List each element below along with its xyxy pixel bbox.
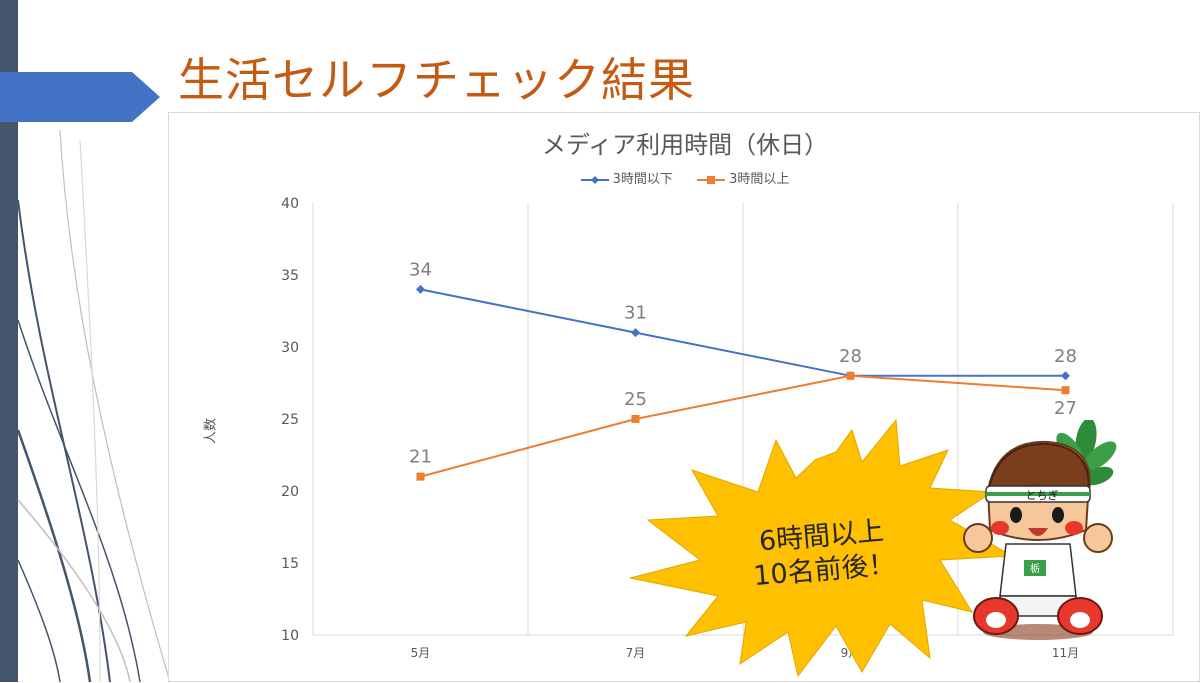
data-label: 28 [839,346,862,367]
series-2-point [631,415,640,423]
y-tick-label: 30 [281,340,299,356]
chart-title: メディア利用時間（休日） [541,131,829,159]
x-tick-label: 11月 [1052,646,1079,660]
legend-item-series-2: 3時間以上 [697,168,789,187]
series-2-point [416,472,425,481]
series-2-point [1061,386,1070,395]
series-2-point [846,371,855,380]
slide-title: 生活セルフチェック結果 [178,53,695,107]
title-arrow-tab [0,72,160,122]
x-tick-label: 7月 [626,646,646,660]
legend-swatch-blue-line [580,175,609,184]
series-1-point [1061,371,1070,381]
y-tick-label: 40 [281,196,299,212]
data-label: 31 [624,303,647,324]
series-1-point [631,328,640,338]
series-line-2 [420,374,1066,478]
chart-legend: 3時間以下 3時間以上 [169,168,1200,187]
x-tick-label: 5月 [411,646,431,660]
y-tick-label: 35 [281,268,299,284]
legend-label-series-1: 3時間以下 [612,172,673,187]
series-line-1 [420,288,1066,377]
mascot-badge-text: 栃 [1030,562,1040,575]
y-tick-label: 15 [281,556,299,572]
decorative-curves [16,129,171,682]
data-label: 27 [1054,398,1077,419]
mascot-character-icon: とちぎ 栃 [963,420,1117,640]
data-label: 25 [624,389,647,410]
left-accent-bar [0,0,18,682]
y-tick-label: 20 [281,484,299,500]
legend-label-series-2: 3時間以上 [729,172,790,187]
data-label: 21 [409,447,432,468]
data-label: 34 [409,259,432,280]
series-1-point [416,284,425,294]
legend-swatch-orange-line [697,175,726,184]
y-tick-label: 10 [281,628,299,644]
data-label: 28 [1054,346,1077,367]
mascot-headband-text: とちぎ [1026,488,1059,502]
y-tick-label: 25 [281,412,299,428]
starburst-callout-icon [629,418,1014,678]
legend-item-series-1: 3時間以下 [580,168,673,187]
